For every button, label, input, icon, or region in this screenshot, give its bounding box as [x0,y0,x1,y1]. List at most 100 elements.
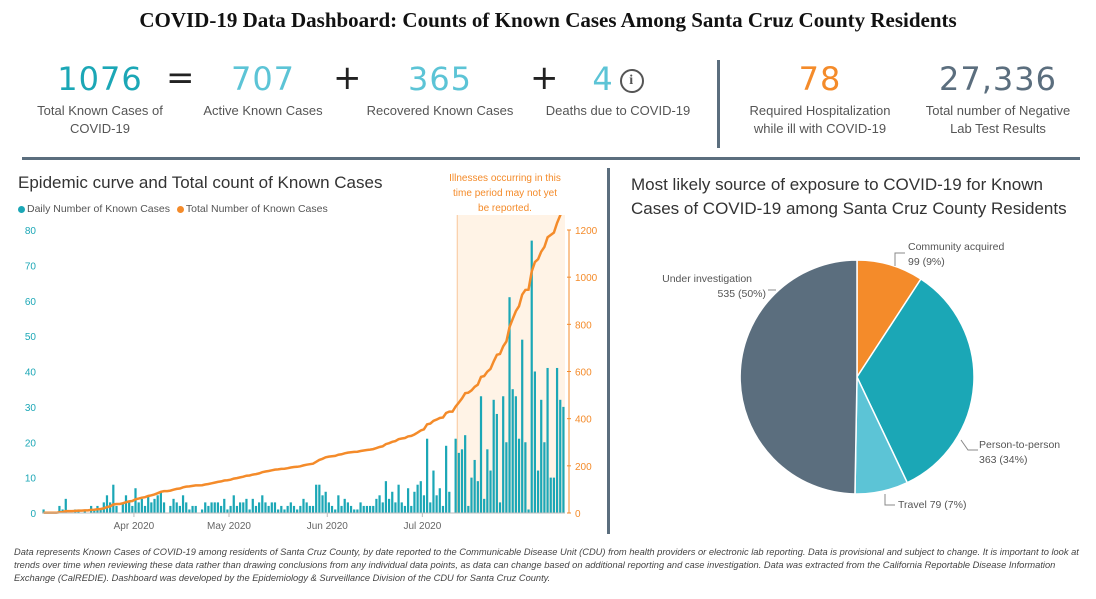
daily-bar [216,502,220,513]
y-right-tick-label: 1000 [575,273,598,284]
daily-bar [457,452,460,513]
kpi-divider [717,60,720,148]
daily-bar [492,399,495,513]
daily-bar [391,491,394,513]
kpi-negative-value: 27,336 [939,60,1057,98]
leader-community [894,252,905,266]
daily-bar [479,396,483,513]
daily-bar [156,495,159,513]
kpi-deaths-value: 4 [592,60,614,98]
y-right-tick-label: 0 [575,509,581,520]
y-left-tick-label: 30 [25,403,37,414]
daily-bar [308,505,311,513]
daily-bar [112,484,115,513]
daily-bar [105,495,109,513]
daily-bar [254,505,258,513]
daily-bar [543,442,546,513]
daily-bar [349,505,353,513]
daily-bar [533,371,536,513]
daily-bar [223,498,226,513]
daily-bar [261,495,264,513]
daily-bar [362,505,365,513]
daily-bar [109,502,112,513]
total-cases-line [43,215,562,515]
daily-bar [159,491,162,513]
daily-bar [321,495,324,513]
daily-bar [181,495,185,513]
daily-bar [213,502,216,513]
daily-bar [454,438,457,513]
section-divider [22,157,1080,160]
daily-bar [162,502,166,513]
daily-bar [115,505,118,513]
daily-bar [489,470,492,513]
y-left-tick-label: 80 [25,226,37,237]
daily-bar [394,502,397,513]
daily-bar [441,505,445,513]
daily-bar [448,491,451,513]
daily-bar [400,502,403,513]
label-person-value: 363 (34%) [979,454,1027,466]
daily-bar [540,399,543,513]
daily-bar [397,484,400,513]
daily-bar [435,495,438,513]
y-right-tick-label: 800 [575,320,592,331]
daily-bar [546,367,549,513]
leader-travel [884,494,895,506]
daily-bar [410,505,413,513]
daily-bar [327,502,330,513]
daily-bar [324,491,327,513]
daily-bar [384,481,388,513]
daily-bar [521,339,524,513]
daily-bar [372,505,375,513]
daily-bar [378,495,381,513]
exposure-pie-chart: Community acquired 99 (9%) Person-to-per… [662,241,1060,511]
info-icon[interactable]: i [619,69,644,93]
y-left-tick-label: 0 [30,509,36,520]
daily-bar [555,367,559,513]
daily-bar [194,505,197,513]
daily-bar [258,502,261,513]
legend-total-label: Total Number of Known Cases [185,203,328,215]
daily-bar [527,509,530,513]
note-line-2: time period may not yet [453,188,557,199]
y-left-tick-label: 20 [25,438,37,449]
kpi-hospitalized-label: Required Hospitalization while ill with … [749,103,891,136]
kpi-recovered-value: 365 [407,60,473,98]
kpi-total-label: Total Known Cases of COVID-19 [37,103,163,136]
daily-bar [530,240,533,514]
pie-slice-person-to-person [856,277,975,484]
daily-bar [495,413,498,513]
plus-sign: + [530,58,559,98]
daily-bar [432,470,435,513]
epidemic-curve-chart: 01020304050607080020040060080010001200Ap… [25,215,598,532]
pie-title-line-1: Most likely source of exposure to COVID-… [631,175,1043,194]
daily-bar [219,505,223,513]
daily-bar [375,498,378,513]
daily-bar [498,502,502,513]
daily-bar [438,488,441,513]
daily-bar [292,505,296,513]
daily-bar [124,495,128,513]
kpi-total-cases: 1076 Total Known Cases of COVID-19 [22,60,178,138]
pie-chart-title: Most likely source of exposure to COVID-… [631,173,1067,221]
daily-bar [483,498,486,513]
daily-bar [270,502,273,513]
daily-bar [99,509,102,513]
x-tick-label: May 2020 [207,521,251,532]
daily-bar [299,505,302,513]
daily-bar [562,406,565,513]
daily-bar [242,502,245,513]
daily-bar [128,502,131,513]
y-left-tick-label: 40 [25,368,37,379]
daily-bar [191,505,194,513]
daily-bar [248,509,251,513]
y-left-tick-label: 70 [25,261,37,272]
y-right-tick-label: 1200 [575,226,598,237]
kpi-recovered-cases: 365 Recovered Known Cases [360,60,520,120]
daily-bar [200,509,204,513]
daily-bar [232,495,235,513]
daily-bar [264,502,267,513]
daily-bar [140,498,143,513]
